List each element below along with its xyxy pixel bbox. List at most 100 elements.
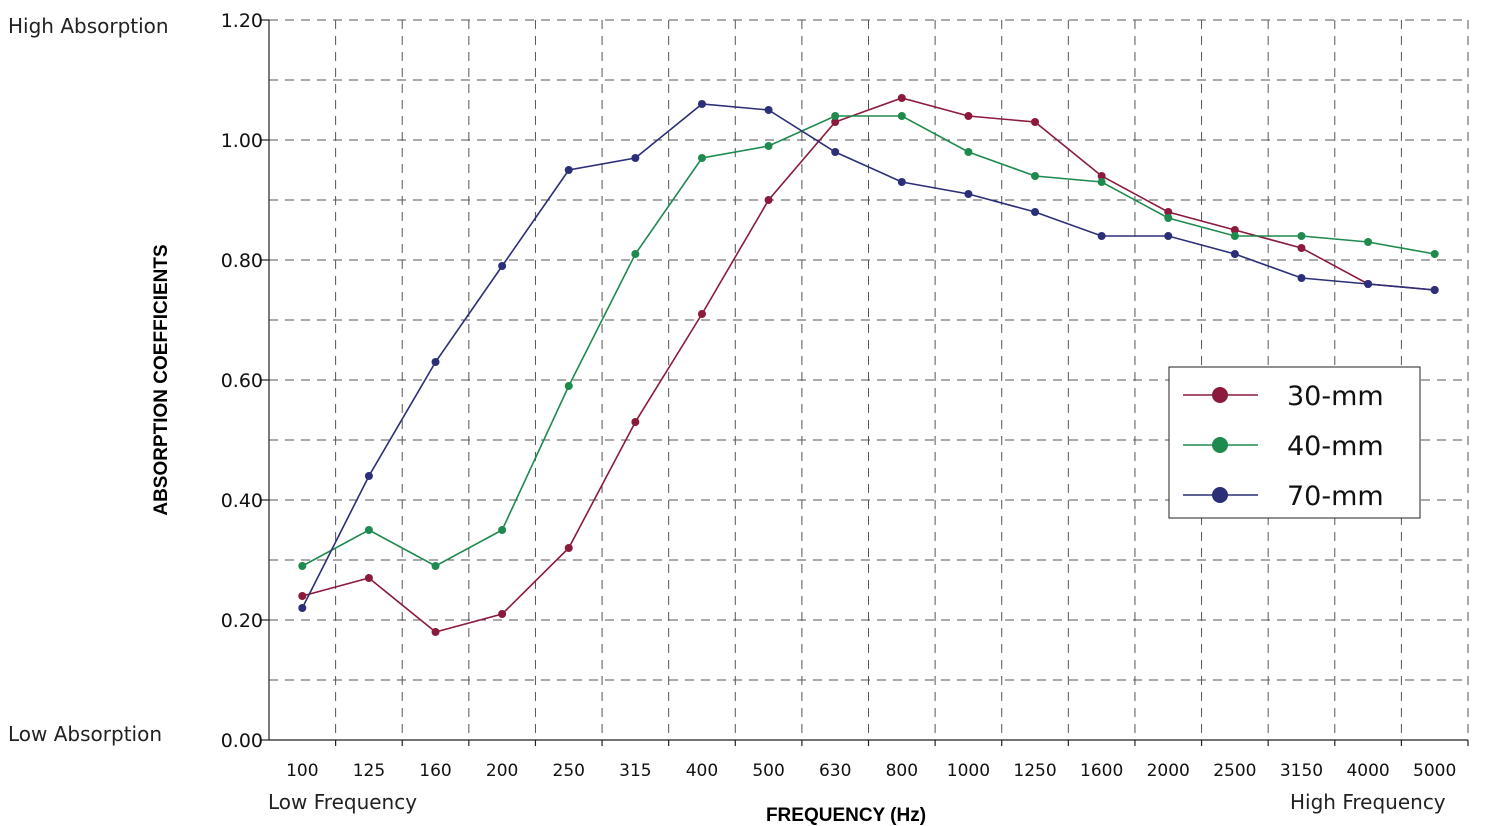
series-group [298, 94, 1439, 636]
data-point-30-mm [897, 94, 906, 102]
data-point-40-mm [564, 382, 573, 390]
x-tick-label: 125 [353, 761, 385, 781]
data-point-40-mm [1097, 178, 1106, 186]
data-point-70-mm [697, 100, 706, 108]
data-point-30-mm [1031, 118, 1040, 126]
data-point-30-mm [1097, 172, 1106, 180]
x-tick-label: 160 [419, 761, 451, 781]
low-absorption-label: Low Absorption [8, 722, 163, 746]
x-axis-title: FREQUENCY (Hz) [766, 805, 926, 826]
legend-label-40-mm: 40-mm [1287, 431, 1384, 462]
data-point-40-mm [1364, 238, 1373, 246]
y-tick-label: 0.60 [221, 370, 263, 392]
legend-marker-40-mm [1212, 437, 1228, 453]
data-point-70-mm [1364, 280, 1373, 288]
data-point-30-mm [631, 418, 640, 426]
data-point-70-mm [1430, 286, 1439, 294]
data-point-40-mm [364, 526, 373, 534]
x-tick-labels: 100 125 160 200 250 315 400 500 630 800 1000 1250 16… [286, 761, 1456, 781]
data-point-70-mm [764, 106, 773, 114]
data-point-70-mm [1164, 232, 1173, 240]
y-tick-labels: 0.00 0.20 0.40 0.60 0.80 1.00 1.20 [221, 10, 263, 752]
legend-marker-30-mm [1212, 387, 1228, 403]
legend-label-70-mm: 70-mm [1287, 481, 1384, 512]
y-tick-label: 0.40 [221, 490, 263, 512]
x-tick-label: 4000 [1346, 761, 1389, 781]
x-tick-label: 100 [286, 761, 318, 781]
data-point-30-mm [1230, 226, 1239, 234]
y-tick-label: 0.20 [221, 610, 263, 632]
data-point-70-mm [1097, 232, 1106, 240]
series-line-40-mm [301, 115, 1435, 567]
data-point-30-mm [964, 112, 973, 120]
x-tick-label: 1250 [1013, 761, 1056, 781]
y-tick-label: 0.80 [221, 250, 263, 272]
data-point-40-mm [897, 112, 906, 120]
data-point-70-mm [431, 358, 440, 366]
low-frequency-label: Low Frequency [268, 790, 418, 814]
data-point-70-mm [1031, 208, 1040, 216]
high-frequency-label: High Frequency [1290, 790, 1446, 814]
data-point-40-mm [1297, 232, 1306, 240]
data-point-70-mm [364, 472, 373, 480]
x-tick-label: 5000 [1413, 761, 1456, 781]
legend-label-30-mm: 30-mm [1287, 381, 1384, 412]
data-point-40-mm [631, 250, 640, 258]
x-tick-label: 400 [686, 761, 718, 781]
data-point-70-mm [298, 604, 307, 612]
data-point-40-mm [964, 148, 973, 156]
x-tick-label: 2000 [1147, 761, 1190, 781]
x-tick-label: 200 [486, 761, 518, 781]
data-point-30-mm [564, 544, 573, 552]
data-point-40-mm [1031, 172, 1040, 180]
data-point-70-mm [631, 154, 640, 162]
data-point-30-mm [431, 628, 440, 636]
legend-marker-70-mm [1212, 487, 1228, 503]
x-tick-label: 1600 [1080, 761, 1123, 781]
data-point-70-mm [897, 178, 906, 186]
data-point-40-mm [431, 562, 440, 570]
data-point-40-mm [831, 112, 840, 120]
data-point-30-mm [831, 118, 840, 126]
data-point-30-mm [498, 610, 507, 618]
y-tick-label: 1.20 [221, 10, 263, 32]
axes [261, 19, 1469, 746]
data-point-30-mm [1297, 244, 1306, 252]
data-point-40-mm [764, 142, 773, 150]
data-point-40-mm [1164, 214, 1173, 222]
data-point-40-mm [697, 154, 706, 162]
legend: 30-mm 40-mm 70-mm [1168, 366, 1421, 519]
x-tick-label: 250 [553, 761, 585, 781]
data-point-70-mm [831, 148, 840, 156]
y-tick-label: 1.00 [221, 130, 263, 152]
data-point-70-mm [1230, 250, 1239, 258]
x-tick-label: 2500 [1213, 761, 1256, 781]
series-line-70-mm [301, 103, 1435, 609]
data-point-30-mm [764, 196, 773, 204]
high-absorption-label: High Absorption [8, 14, 169, 38]
data-point-40-mm [1230, 232, 1239, 240]
data-point-30-mm [298, 592, 307, 600]
data-point-70-mm [964, 190, 973, 198]
data-point-40-mm [498, 526, 507, 534]
data-point-30-mm [1164, 208, 1173, 216]
x-tick-label: 630 [819, 761, 851, 781]
data-point-70-mm [498, 262, 507, 270]
y-tick-label: 0.00 [221, 730, 263, 752]
y-axis-title: ABSORPTION COEFFICIENTS [151, 244, 172, 515]
data-point-30-mm [697, 310, 706, 318]
x-tick-label: 800 [886, 761, 918, 781]
legend-box [1168, 366, 1421, 519]
data-point-70-mm [1297, 274, 1306, 282]
x-tick-label: 1000 [947, 761, 990, 781]
x-tick-label: 3150 [1280, 761, 1323, 781]
series-line-30-mm [302, 97, 1435, 633]
x-tick-label: 315 [619, 761, 651, 781]
data-point-40-mm [298, 562, 307, 570]
data-point-30-mm [364, 574, 373, 582]
data-point-40-mm [1430, 250, 1439, 258]
grid [269, 19, 1469, 740]
x-tick-label: 500 [752, 761, 784, 781]
data-point-70-mm [564, 166, 573, 174]
